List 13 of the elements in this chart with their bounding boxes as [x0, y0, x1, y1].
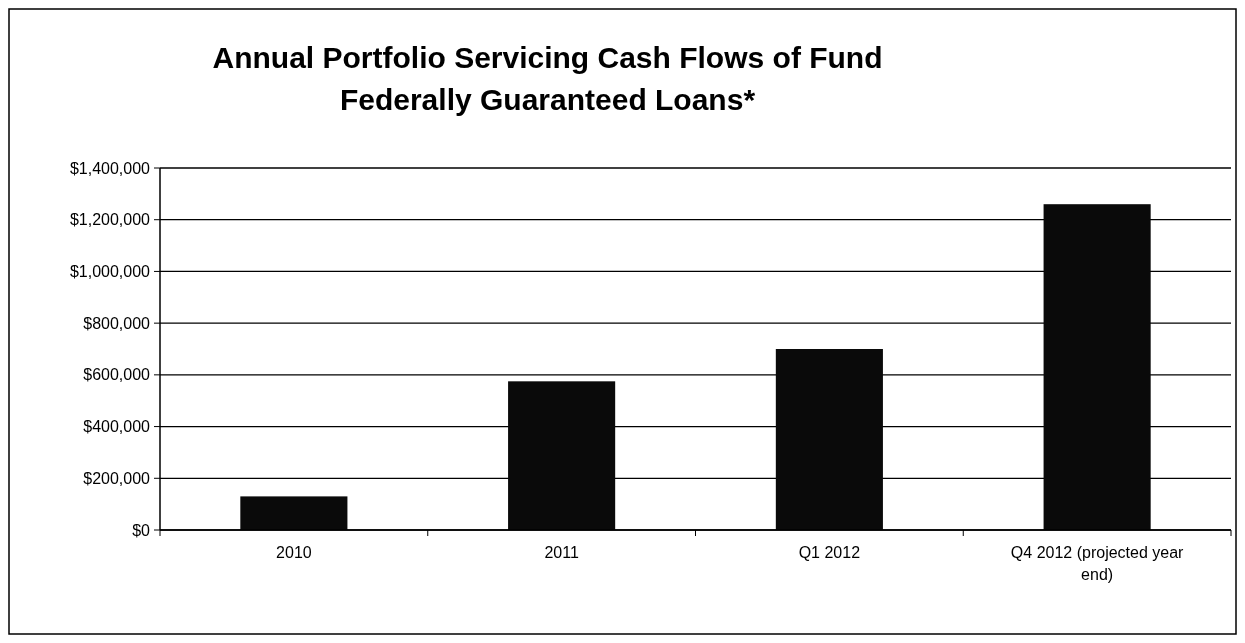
y-tick-label: $800,000 [83, 314, 151, 332]
y-tick-label: $200,000 [83, 469, 151, 487]
chart-title: Annual Portfolio Servicing Cash Flows of Fund Federally Guaranteed Loans* [212, 41, 883, 116]
x-tick-label: Q4 2012 (projected year end) [1010, 544, 1185, 583]
y-tick-label: $1,200,000 [69, 211, 151, 229]
y-tick-label: $600,000 [83, 366, 151, 384]
y-tick-label: $0 [132, 521, 151, 539]
y-tick-label: $400,000 [83, 418, 151, 436]
y-tick-label: $1,000,000 [69, 263, 151, 281]
x-tick-label: Q1 2012 [798, 544, 861, 561]
y-tick-label: $1,400,000 [69, 159, 151, 177]
x-tick-label: 2010 [276, 544, 312, 561]
x-tick-label: 2011 [544, 544, 579, 561]
